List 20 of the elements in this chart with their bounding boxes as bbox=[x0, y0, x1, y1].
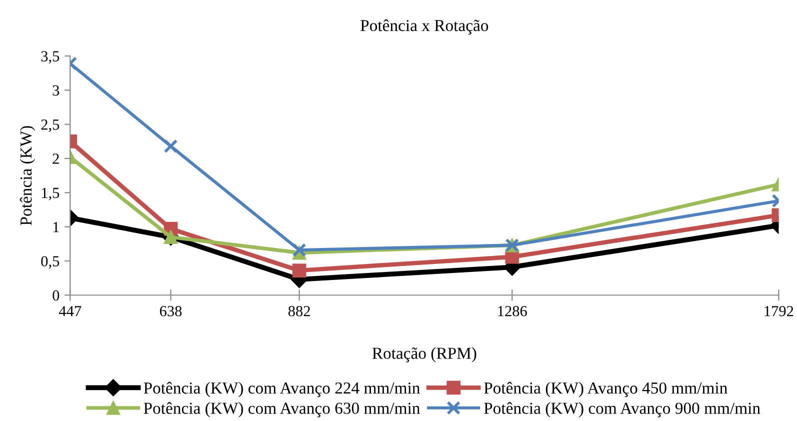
y-tick-label: 1 bbox=[53, 222, 59, 232]
x-tick-label: 638 bbox=[160, 306, 182, 316]
x-axis-title: Rotação (RPM) bbox=[372, 347, 476, 362]
y-tick-label: 3,5 bbox=[41, 51, 60, 64]
y-tick-label: 2 bbox=[52, 154, 59, 164]
y-tick-label: 0 bbox=[52, 290, 60, 301]
x-tick-label: 882 bbox=[288, 306, 310, 316]
chart-title: Potência x Rotação bbox=[360, 19, 488, 35]
legend-label: Potência (KW) com Avanço 900 mm/min bbox=[484, 402, 760, 418]
y-tick-label: 2,5 bbox=[41, 120, 60, 132]
x-tick-label: 1792 bbox=[764, 306, 794, 316]
x-tick-label: 447 bbox=[58, 306, 82, 316]
legend-label: Potência (KW) Avanço 450 mm/min bbox=[484, 382, 728, 398]
x-tick-label: 1286 bbox=[498, 306, 527, 316]
y-tick-label: 3 bbox=[52, 85, 60, 96]
y-tick-label: 1,5 bbox=[42, 188, 60, 200]
legend-label: Potência (KW) com Avanço 630 mm/min bbox=[144, 402, 420, 418]
legend-label: Potência (KW) com Avanço 224 mm/min bbox=[144, 382, 420, 398]
y-tick-label: 0,5 bbox=[41, 256, 60, 269]
y-axis-title: Potência (KW) bbox=[20, 126, 36, 226]
